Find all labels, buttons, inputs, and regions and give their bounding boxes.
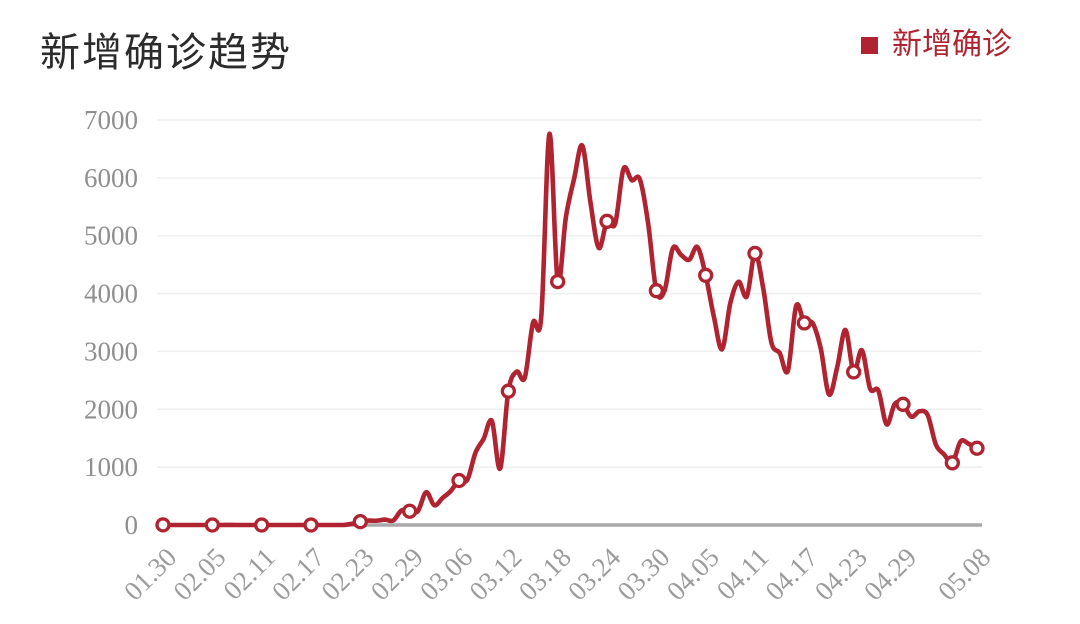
data-point-marker[interactable] <box>969 440 985 456</box>
x-axis-tick-label: 04.17 <box>759 542 823 606</box>
x-axis-tick-label: 04.29 <box>858 542 922 606</box>
y-axis-tick-label: 6000 <box>84 163 138 193</box>
y-axis-tick-label: 0 <box>125 510 139 540</box>
y-axis-tick-label: 1000 <box>84 452 138 482</box>
data-point-marker[interactable] <box>796 315 812 331</box>
x-axis-tick-label: 03.18 <box>513 542 577 606</box>
data-point-marker[interactable] <box>944 455 960 471</box>
data-point-marker[interactable] <box>303 517 319 533</box>
series-line <box>160 131 980 528</box>
x-axis-tick-label: 03.12 <box>463 542 527 606</box>
data-point-marker[interactable] <box>500 383 516 399</box>
data-point-marker[interactable] <box>204 517 220 533</box>
y-axis-tick-label: 4000 <box>84 279 138 309</box>
x-axis-tick-label: 03.24 <box>562 542 627 607</box>
data-point-marker[interactable] <box>599 213 615 229</box>
x-axis-tick-label: 02.29 <box>365 542 429 606</box>
data-point-marker[interactable] <box>155 517 171 533</box>
legend-swatch-icon <box>861 36 878 54</box>
data-point-marker[interactable] <box>648 283 664 299</box>
legend[interactable]: 新增确诊 <box>861 30 1012 60</box>
data-point-marker[interactable] <box>698 267 714 283</box>
x-axis-tick-label: 04.23 <box>809 542 873 606</box>
data-point-marker[interactable] <box>402 503 418 519</box>
data-point-marker[interactable] <box>895 396 911 412</box>
x-axis-tick-label: 02.17 <box>266 542 330 606</box>
y-axis-tick-label: 3000 <box>84 336 138 366</box>
legend-label: 新增确诊 <box>892 28 1012 61</box>
data-point-marker[interactable] <box>254 517 270 533</box>
y-axis-tick-label: 7000 <box>84 105 138 135</box>
y-axis-tick-label: 5000 <box>84 221 138 251</box>
x-axis-tick-label: 02.23 <box>315 542 379 606</box>
x-axis-tick-label: 01.30 <box>118 542 182 606</box>
x-axis-tick-label: 02.05 <box>167 542 231 606</box>
x-axis-tick-label: 02.11 <box>217 542 280 605</box>
chart-title: 新增确诊趋势 <box>40 30 292 75</box>
x-axis-tick-label: 05.08 <box>932 542 996 606</box>
data-point-marker[interactable] <box>352 513 368 530</box>
x-axis-tick-label: 03.06 <box>414 542 478 606</box>
y-axis-tick-label: 2000 <box>84 394 138 424</box>
data-point-marker[interactable] <box>846 364 862 380</box>
x-axis-tick-label: 04.11 <box>711 542 774 605</box>
x-axis-tick-label: 03.30 <box>611 542 675 606</box>
x-axis-tick-label: 04.05 <box>661 542 725 606</box>
data-point-marker[interactable] <box>550 273 566 290</box>
data-point-marker[interactable] <box>451 472 467 489</box>
data-point-marker[interactable] <box>747 245 763 262</box>
